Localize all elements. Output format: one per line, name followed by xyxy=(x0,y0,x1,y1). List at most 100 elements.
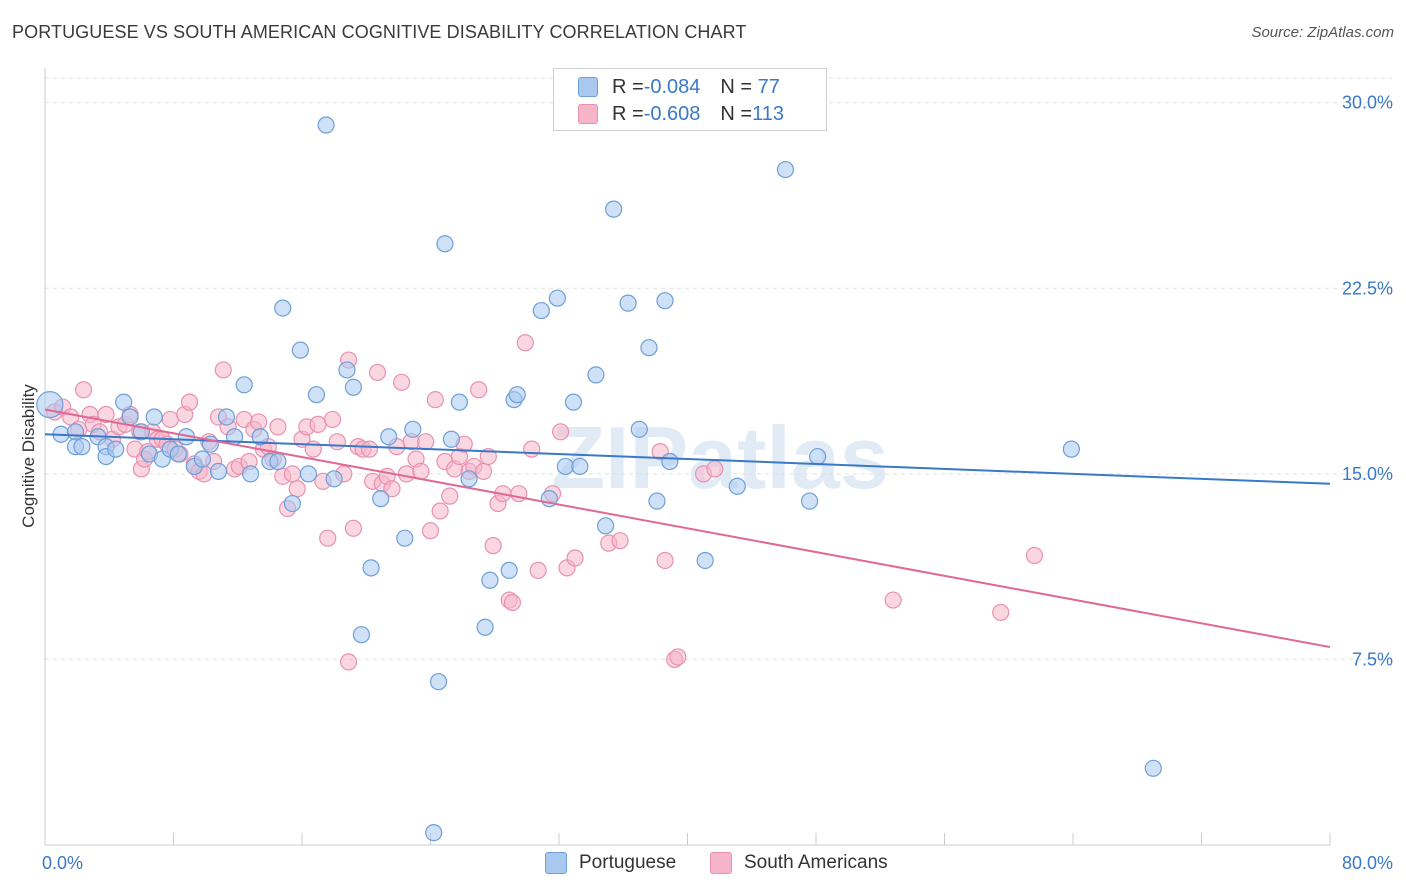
portuguese-point xyxy=(500,561,518,579)
south-americans-point xyxy=(656,551,674,570)
south-americans-point xyxy=(474,462,493,480)
south-americans-point xyxy=(484,537,502,555)
south-americans-point xyxy=(523,440,541,458)
portuguese-point xyxy=(36,390,64,419)
portuguese-point xyxy=(1062,440,1080,458)
portuguese-legend-label: Portuguese xyxy=(579,852,677,873)
r-label: R = xyxy=(612,102,644,125)
portuguese-point xyxy=(380,428,398,446)
south-americans-point xyxy=(319,529,337,547)
south-americans-point xyxy=(470,381,488,399)
portuguese-point xyxy=(107,440,125,458)
south-americans-legend-swatch xyxy=(710,852,732,874)
x-tick-label-max: 80.0% xyxy=(1342,853,1393,873)
portuguese-point xyxy=(436,235,454,253)
portuguese-point xyxy=(696,551,714,570)
source-label: Source: ZipAtlas.com xyxy=(1251,24,1394,41)
portuguese-point xyxy=(291,341,309,359)
portuguese-point xyxy=(661,452,679,471)
portuguese-point xyxy=(548,289,566,307)
south-americans-point xyxy=(288,480,306,498)
south-americans-point xyxy=(669,648,687,666)
portuguese-point xyxy=(556,457,575,476)
legend-item-south-americans: South Americans xyxy=(710,852,888,874)
portuguese-point xyxy=(242,465,260,483)
portuguese-point xyxy=(587,366,605,384)
south-americans-point xyxy=(431,502,449,520)
south-americans-point xyxy=(383,480,401,498)
n-value-south-americans: 113 xyxy=(752,102,784,125)
south-americans-point xyxy=(368,363,387,382)
south-americans-point xyxy=(392,373,411,391)
portuguese-point xyxy=(450,393,469,411)
portuguese-point xyxy=(571,457,589,476)
portuguese-point xyxy=(235,376,253,394)
n-value-portuguese: 77 xyxy=(752,75,780,98)
south-americans-swatch xyxy=(578,104,598,124)
south-americans-point xyxy=(441,487,459,505)
portuguese-swatch xyxy=(578,77,598,97)
y-tick-label: 15.0% xyxy=(1342,464,1393,484)
portuguese-point xyxy=(145,408,163,426)
portuguese-trend-line xyxy=(44,433,1331,485)
south-americans-point xyxy=(344,519,362,537)
portuguese-point xyxy=(274,299,292,317)
portuguese-point xyxy=(193,450,212,468)
legend-item-portuguese: Portuguese xyxy=(545,852,676,874)
south-americans-point xyxy=(214,361,232,379)
portuguese-point xyxy=(325,470,343,488)
trend-lines xyxy=(44,408,1331,649)
south-americans-point xyxy=(323,410,342,429)
portuguese-point xyxy=(338,361,356,379)
portuguese-point xyxy=(476,618,494,636)
south-americans-point xyxy=(516,334,534,352)
portuguese-legend-swatch xyxy=(545,852,567,874)
portuguese-point xyxy=(372,490,390,508)
portuguese-point xyxy=(209,462,228,480)
portuguese-point xyxy=(605,200,623,218)
portuguese-point xyxy=(251,428,269,446)
portuguese-point xyxy=(429,673,448,691)
south-americans-point xyxy=(250,413,268,431)
n-label: N = xyxy=(720,75,753,98)
portuguese-point xyxy=(648,492,666,510)
r-label: R = xyxy=(612,75,644,98)
portuguese-point xyxy=(656,292,674,310)
correlation-legend: R = -0.084 N = 77 R = -0.608 N = 113 xyxy=(553,68,827,131)
south-americans-point xyxy=(479,447,497,466)
portuguese-point xyxy=(532,301,550,320)
south-americans-point xyxy=(417,433,435,451)
r-value-portuguese: -0.084 xyxy=(643,75,701,98)
south-americans-point xyxy=(180,393,199,411)
n-label: N = xyxy=(720,102,753,125)
portuguese-point xyxy=(640,339,658,357)
series-legend: Portuguese South Americans xyxy=(0,852,1406,876)
portuguese-point xyxy=(283,494,301,513)
y-tick-label: 7.5% xyxy=(1352,649,1393,669)
portuguese-point xyxy=(425,824,443,842)
south-americans-point xyxy=(503,593,522,612)
portuguese-point xyxy=(630,420,648,438)
portuguese-point xyxy=(396,529,414,547)
portuguese-point xyxy=(564,393,583,411)
portuguese-point xyxy=(800,492,819,510)
portuguese-point xyxy=(728,477,746,495)
r-value-south-americans: -0.608 xyxy=(643,102,701,125)
south-americans-point xyxy=(884,591,902,609)
legend-row-south-americans: R = -0.608 N = 113 xyxy=(578,103,784,125)
south-americans-point xyxy=(706,460,724,478)
portuguese-point xyxy=(776,160,795,179)
portuguese-point xyxy=(269,452,287,471)
portuguese-point xyxy=(809,447,827,466)
south-americans-point xyxy=(97,405,115,424)
south-americans-point xyxy=(1025,546,1044,565)
watermark: ZIPatlas xyxy=(551,408,888,507)
south-americans-point xyxy=(339,653,358,671)
south-americans-point xyxy=(552,423,570,441)
south-americans-point xyxy=(566,549,584,567)
portuguese-point xyxy=(1144,759,1162,777)
portuguese-point xyxy=(344,378,362,396)
portuguese-point xyxy=(352,626,371,644)
south-americans-point xyxy=(161,410,179,429)
